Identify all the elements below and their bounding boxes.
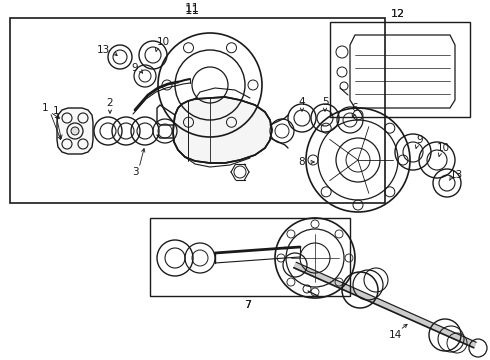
Text: 1: 1 [42, 103, 49, 113]
Text: 4: 4 [299, 97, 305, 107]
Text: 12: 12 [391, 9, 405, 19]
Text: 10: 10 [437, 143, 449, 153]
Text: 9: 9 [132, 63, 138, 73]
Bar [10, 18, 385, 203]
Bar [150, 218, 350, 296]
Text: 7: 7 [245, 300, 251, 310]
Text: 8: 8 [299, 157, 305, 167]
Text: 13: 13 [97, 45, 110, 55]
Text: 11: 11 [185, 4, 199, 17]
Text: 3: 3 [132, 167, 138, 177]
Circle shape [71, 127, 79, 135]
Text: 2: 2 [107, 98, 113, 108]
Text: 10: 10 [156, 37, 170, 47]
Text: 7: 7 [245, 300, 251, 310]
Text: 6: 6 [352, 103, 358, 113]
Text: 14: 14 [389, 330, 402, 340]
Text: 11: 11 [185, 1, 199, 14]
Text: 1: 1 [53, 106, 59, 116]
Text: 5: 5 [322, 97, 328, 107]
Text: 12: 12 [391, 9, 405, 19]
Text: 9: 9 [416, 135, 423, 145]
Bar [330, 22, 470, 117]
Text: 13: 13 [449, 170, 463, 180]
Polygon shape [57, 108, 93, 154]
Polygon shape [294, 262, 476, 348]
Polygon shape [173, 97, 272, 163]
